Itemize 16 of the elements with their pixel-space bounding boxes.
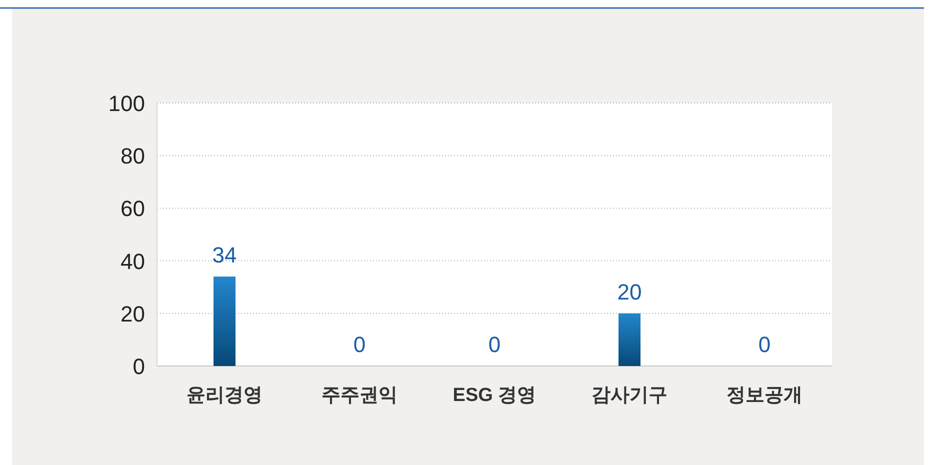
- y-tick-label: 20: [120, 301, 145, 326]
- data-label: 0: [353, 332, 366, 357]
- data-label: 0: [758, 332, 771, 357]
- data-label: 34: [212, 242, 237, 268]
- y-tick-label: 80: [120, 144, 145, 169]
- x-tick-label: 윤리경영: [186, 385, 262, 406]
- y-tick-label: 0: [132, 354, 145, 379]
- x-tick-label: 감사기구: [592, 385, 668, 406]
- y-tick-label: 60: [120, 196, 145, 222]
- y-tick-label: 100: [108, 91, 145, 116]
- x-tick-label: 주주권익: [322, 385, 398, 406]
- x-tick-label: 정보공개: [726, 385, 802, 406]
- x-tick-label: ESG 경영: [452, 385, 536, 406]
- y-tick-label: 40: [120, 248, 145, 274]
- data-label: 20: [617, 279, 642, 304]
- data-label: 0: [488, 332, 501, 357]
